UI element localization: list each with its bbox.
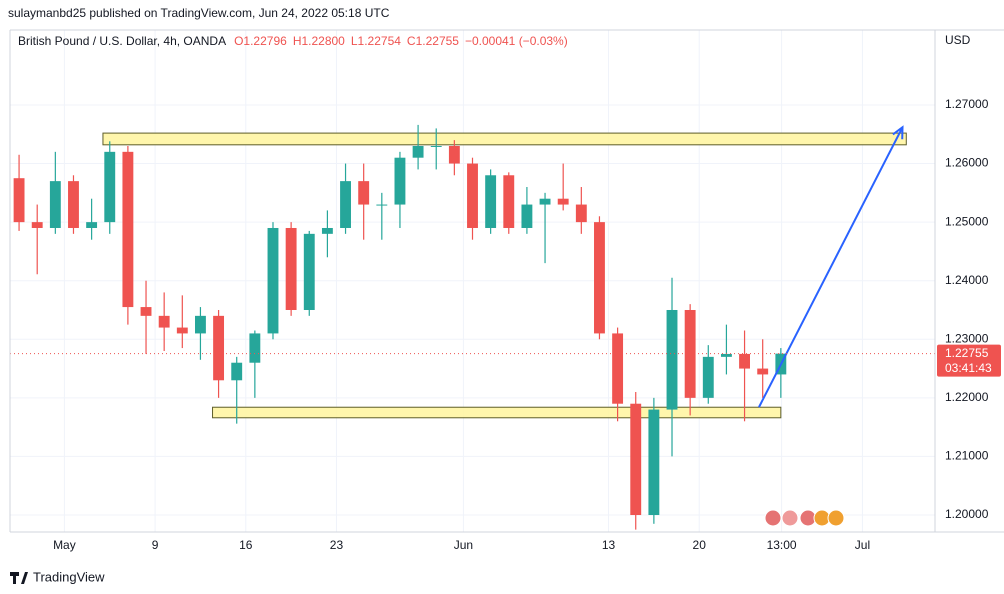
candle-body — [702, 356, 714, 398]
candle-body — [195, 315, 206, 334]
candle-body — [630, 403, 642, 516]
candle-body — [503, 175, 515, 228]
candle-body — [68, 181, 79, 228]
x-tick-label: Jul — [855, 538, 870, 552]
candle-body — [557, 198, 569, 205]
last-price-tag — [937, 344, 1001, 377]
candle-body — [575, 204, 587, 223]
candle-body — [612, 333, 624, 404]
arrow-head — [892, 125, 904, 140]
candle-body — [285, 227, 297, 310]
countdown-label: 03:41:43 — [945, 361, 992, 375]
x-tick-label: 13 — [602, 538, 616, 552]
grid — [10, 30, 935, 532]
y-tick-label: 1.26000 — [945, 156, 989, 170]
x-tick-label: 23 — [330, 538, 344, 552]
y-tick-label: 1.21000 — [945, 449, 989, 463]
ohlc-value: −0.00041 (−0.03%) — [465, 34, 568, 48]
y-tick-label: 1.20000 — [945, 507, 989, 521]
candle-body — [648, 409, 660, 516]
zones — [102, 132, 907, 419]
brand-name: TradingView — [33, 569, 105, 584]
y-tick-label: 1.23000 — [945, 331, 989, 345]
candle-body — [720, 353, 732, 357]
x-tick-label: 20 — [693, 538, 707, 552]
currency-label: USD — [945, 33, 971, 47]
candle-body — [394, 157, 406, 205]
x-tick-label: 16 — [239, 538, 253, 552]
event-icon — [764, 509, 782, 527]
overlay — [10, 125, 935, 408]
candles — [13, 124, 787, 530]
event-icon — [781, 509, 799, 527]
candle-body — [485, 175, 497, 228]
candle-body — [340, 181, 351, 228]
zone — [102, 132, 907, 146]
candle-body — [249, 333, 261, 363]
x-tick-label: Jun — [454, 538, 473, 552]
y-tick-label: 1.27000 — [945, 97, 989, 111]
ohlc-value: L1.22754 — [351, 34, 401, 48]
candle-body — [86, 222, 98, 228]
candle-body — [213, 315, 225, 381]
candle-body — [358, 181, 370, 205]
candle-body — [467, 163, 478, 228]
last-price-label: 1.22755 — [945, 346, 989, 360]
ohlc-value: C1.22755 — [407, 34, 459, 48]
ohlc-value: O1.22796 — [234, 34, 287, 48]
event-icons — [764, 509, 845, 527]
y-tick-label: 1.24000 — [945, 273, 989, 287]
ohlc-value: H1.22800 — [293, 34, 345, 48]
ohlc-header: O1.22796 H1.22800 L1.22754 C1.22755 −0.00041… — [234, 34, 568, 48]
candle-body — [31, 222, 43, 228]
x-tick-label: May — [53, 538, 76, 552]
x-tick-label: 13:00 — [767, 538, 797, 552]
y-tick-label: 1.22000 — [945, 390, 989, 404]
candle-body — [303, 233, 315, 310]
candle-body — [412, 145, 424, 158]
trend-arrow — [758, 126, 904, 408]
candle-body — [448, 145, 460, 164]
candle-body — [321, 227, 333, 234]
symbol-title: British Pound / U.S. Dollar, 4h, OANDA — [18, 34, 226, 48]
brand-logo — [10, 572, 28, 584]
candle-body — [122, 151, 134, 308]
event-icon — [827, 509, 845, 527]
candle-body — [267, 227, 279, 334]
candle-body — [376, 204, 388, 206]
candle-body — [757, 368, 769, 375]
candle-body — [739, 353, 750, 369]
byline: sulaymanbd25 published on TradingView.co… — [8, 6, 390, 20]
candle-body — [176, 327, 188, 334]
y-tick-label: 1.25000 — [945, 214, 989, 228]
candle-body — [539, 198, 551, 205]
candle-body — [666, 309, 678, 410]
x-tick-label: 9 — [152, 538, 159, 552]
candle-body — [430, 145, 442, 147]
candle-body — [13, 178, 25, 223]
candle-body — [594, 222, 605, 334]
candle-body — [104, 151, 116, 223]
zone — [212, 406, 782, 419]
candle-body — [158, 315, 170, 328]
candle-body — [49, 181, 61, 228]
brand: TradingView — [10, 569, 105, 584]
candle-body — [140, 307, 152, 316]
candle-body — [231, 362, 243, 381]
candle-body — [521, 204, 533, 228]
